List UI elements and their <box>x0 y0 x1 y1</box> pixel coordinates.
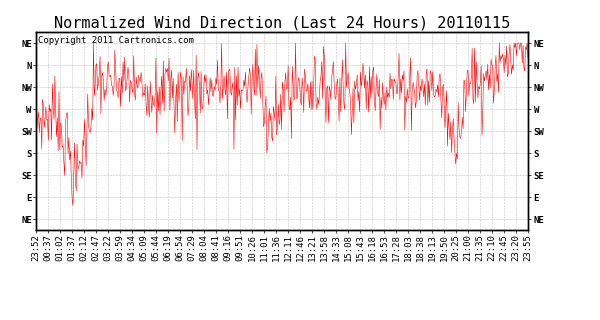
Text: Copyright 2011 Cartronics.com: Copyright 2011 Cartronics.com <box>38 36 194 45</box>
Title: Normalized Wind Direction (Last 24 Hours) 20110115: Normalized Wind Direction (Last 24 Hours… <box>54 16 510 31</box>
